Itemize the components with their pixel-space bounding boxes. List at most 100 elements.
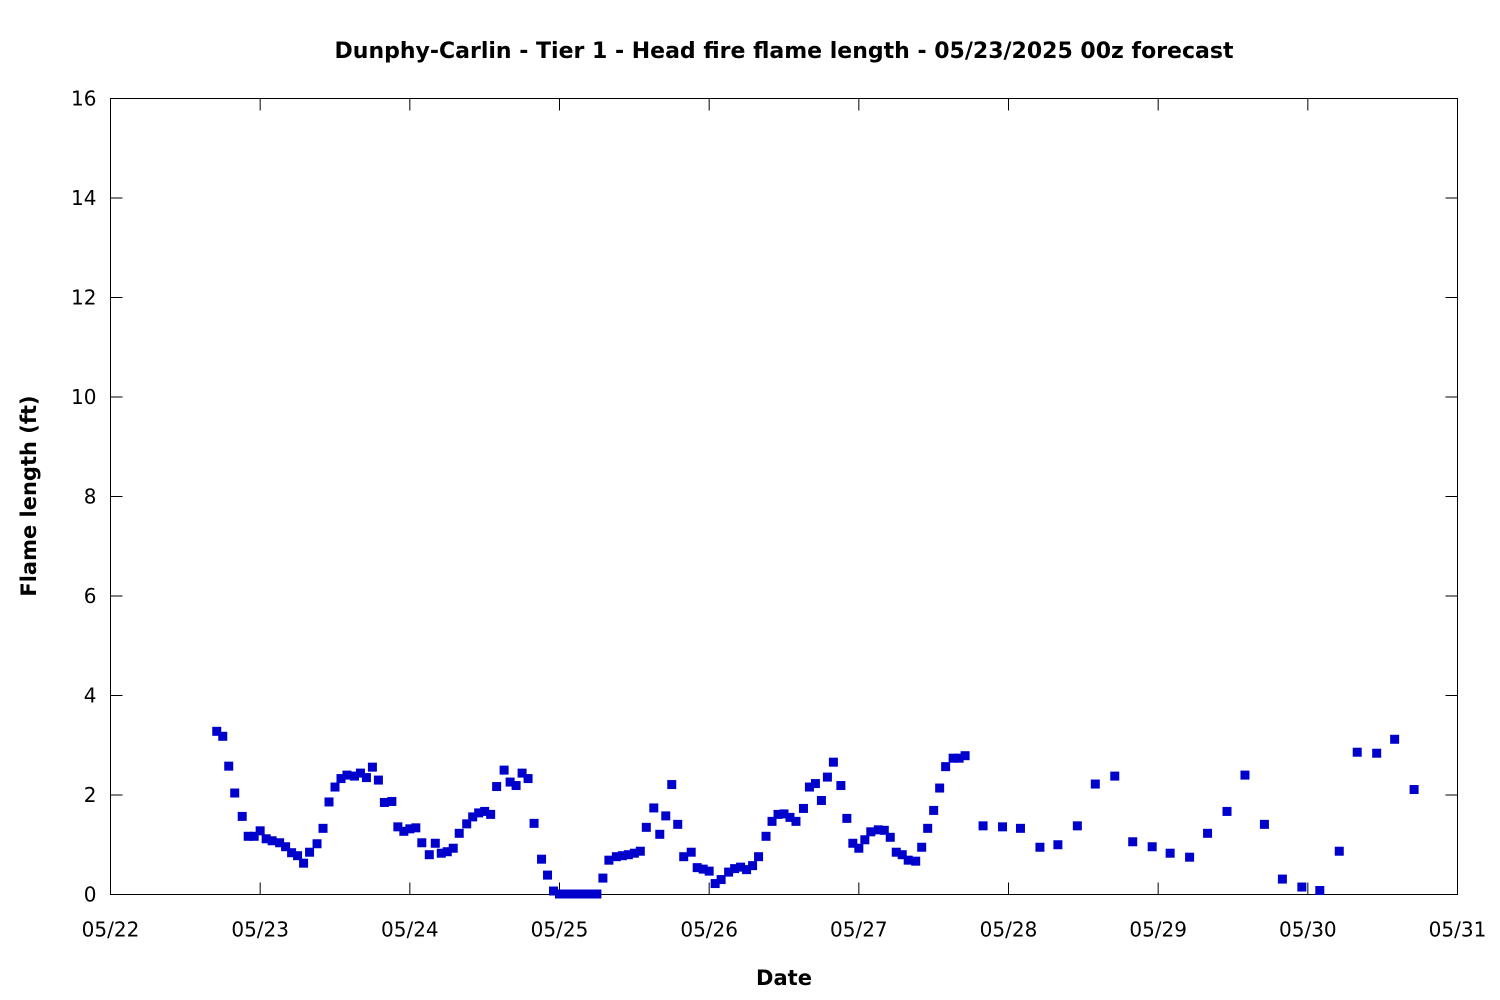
data-point bbox=[212, 726, 222, 736]
data-point bbox=[511, 781, 521, 791]
data-point bbox=[499, 765, 509, 775]
x-axis-label: Date bbox=[756, 966, 812, 990]
data-point bbox=[1240, 770, 1250, 780]
data-point bbox=[537, 854, 547, 864]
y-tick-label: 0 bbox=[84, 883, 97, 907]
data-point bbox=[218, 731, 228, 741]
data-point bbox=[566, 889, 576, 899]
data-point bbox=[1315, 886, 1325, 896]
data-point bbox=[224, 761, 234, 771]
data-point bbox=[679, 852, 689, 862]
data-point bbox=[629, 848, 639, 858]
data-point bbox=[604, 855, 614, 865]
x-tick-label: 05/25 bbox=[531, 918, 589, 942]
data-point bbox=[941, 762, 951, 772]
data-point bbox=[848, 838, 858, 848]
data-point bbox=[767, 816, 777, 826]
data-point bbox=[754, 852, 764, 862]
data-point bbox=[1072, 821, 1082, 831]
data-point bbox=[1090, 779, 1100, 789]
data-point bbox=[791, 816, 801, 826]
data-point bbox=[761, 831, 771, 841]
data-point bbox=[293, 851, 303, 861]
data-point bbox=[543, 870, 553, 880]
data-point bbox=[698, 864, 708, 874]
data-point bbox=[1185, 852, 1195, 862]
data-point bbox=[879, 825, 889, 835]
data-point bbox=[891, 847, 901, 857]
data-point bbox=[692, 863, 702, 873]
data-point bbox=[1128, 837, 1138, 847]
data-point bbox=[1222, 806, 1232, 816]
data-point bbox=[816, 795, 826, 805]
data-point bbox=[580, 889, 590, 899]
x-tick-label: 05/26 bbox=[680, 918, 738, 942]
data-point bbox=[641, 822, 651, 832]
data-point bbox=[361, 773, 371, 783]
data-point bbox=[917, 842, 927, 852]
data-point bbox=[529, 818, 539, 828]
data-point bbox=[399, 826, 409, 836]
data-point bbox=[393, 822, 403, 832]
data-point bbox=[836, 781, 846, 791]
data-point bbox=[505, 777, 515, 787]
axis-ticks: 05/22 05/23 05/24 05/25 05/26 05/27 05/28 05/29… bbox=[71, 87, 1486, 942]
data-point bbox=[342, 770, 352, 780]
data-point bbox=[411, 823, 421, 833]
data-point bbox=[873, 825, 883, 835]
data-point bbox=[549, 886, 559, 896]
data-point bbox=[686, 847, 696, 857]
data-point bbox=[237, 811, 247, 821]
data-point bbox=[954, 753, 964, 763]
y-tick-label: 4 bbox=[84, 684, 97, 708]
data-point bbox=[998, 822, 1008, 832]
data-point bbox=[436, 848, 446, 858]
data-point bbox=[623, 850, 633, 860]
x-tick-label: 05/24 bbox=[381, 918, 439, 942]
data-point bbox=[592, 889, 602, 899]
data-point bbox=[305, 847, 315, 857]
chart-title: Dunphy-Carlin - Tier 1 - Head fire flame… bbox=[335, 39, 1234, 64]
data-point bbox=[1334, 846, 1344, 856]
data-point bbox=[655, 829, 665, 839]
data-point bbox=[1110, 771, 1120, 781]
data-point bbox=[281, 842, 291, 852]
data-point bbox=[468, 812, 478, 822]
plot-frame bbox=[110, 98, 1458, 895]
data-point bbox=[336, 774, 346, 784]
data-point bbox=[935, 783, 945, 793]
data-point bbox=[860, 835, 870, 845]
data-point bbox=[430, 838, 440, 848]
data-point bbox=[885, 832, 895, 842]
data-point bbox=[486, 809, 496, 819]
data-point bbox=[649, 803, 659, 813]
y-axis-label: Flame length (ft) bbox=[17, 395, 41, 596]
x-tick-label: 05/23 bbox=[231, 918, 289, 942]
data-point bbox=[785, 812, 795, 822]
y-tick-label: 6 bbox=[84, 584, 97, 608]
data-point bbox=[1277, 874, 1287, 884]
data-point bbox=[1390, 734, 1400, 744]
data-point bbox=[560, 889, 570, 899]
data-point bbox=[730, 864, 740, 874]
data-point bbox=[474, 808, 484, 818]
y-tick-label: 8 bbox=[84, 485, 97, 509]
data-point bbox=[1297, 882, 1307, 892]
data-point bbox=[854, 843, 864, 853]
data-point bbox=[261, 834, 271, 844]
data-point bbox=[1165, 848, 1175, 858]
data-point bbox=[492, 782, 502, 792]
x-tick-label: 05/22 bbox=[82, 918, 140, 942]
data-point bbox=[555, 889, 564, 899]
x-tick-label: 05/30 bbox=[1279, 918, 1337, 942]
data-point bbox=[897, 850, 907, 860]
data-point bbox=[287, 848, 297, 858]
x-tick-label: 05/28 bbox=[980, 918, 1038, 942]
data-point bbox=[822, 772, 832, 782]
data-point bbox=[267, 836, 277, 846]
data-point bbox=[611, 852, 621, 862]
data-point bbox=[773, 809, 783, 819]
data-point bbox=[523, 774, 533, 784]
data-point bbox=[948, 753, 958, 763]
